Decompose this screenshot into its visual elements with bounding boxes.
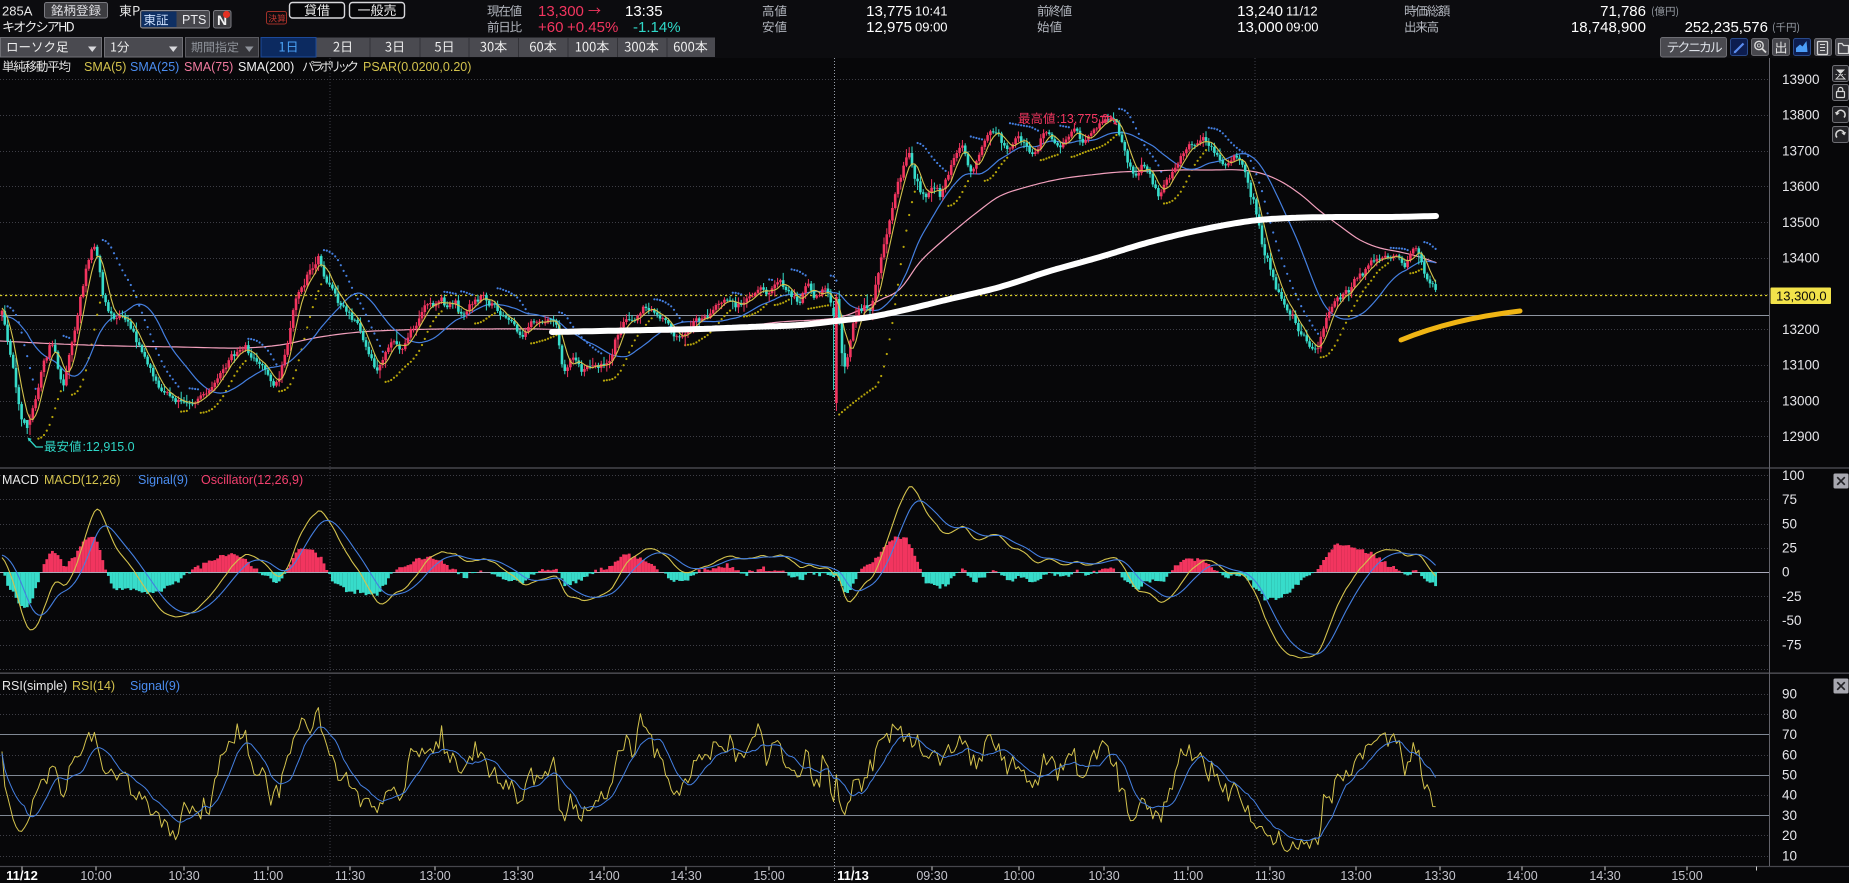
svg-text:PSAR(0.0200,0.20): PSAR(0.0200,0.20)	[363, 60, 471, 74]
svg-text:80: 80	[1782, 707, 1797, 722]
svg-text:13,240: 13,240	[1237, 3, 1283, 20]
svg-text:10:00: 10:00	[1003, 869, 1034, 883]
svg-text:Signal(9): Signal(9)	[138, 473, 188, 487]
svg-text:SMA(200): SMA(200)	[238, 60, 294, 74]
svg-text:-1.14%: -1.14%	[633, 19, 681, 36]
svg-text:PTS: PTS	[182, 13, 206, 27]
svg-text:SMA(75): SMA(75)	[184, 60, 233, 74]
svg-text:-75: -75	[1782, 637, 1802, 652]
svg-text:13400: 13400	[1782, 251, 1820, 266]
svg-text:71,786: 71,786	[1600, 3, 1646, 20]
svg-text:13:00: 13:00	[1340, 869, 1371, 883]
svg-text:12,975: 12,975	[866, 19, 912, 36]
svg-text:13,300.0: 13,300.0	[1776, 289, 1827, 304]
svg-text:10:41: 10:41	[915, 4, 948, 19]
svg-text:SMA(5): SMA(5)	[84, 60, 126, 74]
svg-text:70: 70	[1782, 727, 1797, 742]
svg-text:90: 90	[1782, 687, 1797, 702]
svg-text:14:00: 14:00	[1506, 869, 1537, 883]
svg-text:0: 0	[1782, 565, 1790, 580]
svg-text:40: 40	[1782, 788, 1797, 803]
svg-text:14:30: 14:30	[670, 869, 701, 883]
svg-text:25: 25	[1782, 541, 1797, 556]
svg-text:11:00: 11:00	[1173, 869, 1203, 883]
svg-text:13800: 13800	[1782, 108, 1820, 123]
svg-text:13000: 13000	[1782, 393, 1820, 408]
svg-text:100: 100	[1782, 468, 1805, 483]
svg-text:MACD: MACD	[2, 473, 39, 487]
svg-text:13500: 13500	[1782, 215, 1820, 230]
svg-text:13,300: 13,300	[538, 3, 584, 20]
svg-text:18,748,900: 18,748,900	[1571, 19, 1646, 36]
svg-text:11:30: 11:30	[335, 869, 365, 883]
svg-text:285A: 285A	[2, 4, 33, 19]
svg-text:11:30: 11:30	[1255, 869, 1285, 883]
svg-text:10: 10	[1782, 848, 1797, 863]
svg-text:MACD(12,26): MACD(12,26)	[44, 473, 120, 487]
svg-text:-50: -50	[1782, 613, 1802, 628]
svg-text:09:00: 09:00	[915, 20, 948, 35]
svg-text:09:00: 09:00	[1286, 20, 1319, 35]
svg-text:20: 20	[1782, 828, 1797, 843]
svg-text:14:30: 14:30	[1589, 869, 1620, 883]
svg-text:13:30: 13:30	[1424, 869, 1455, 883]
svg-text:252,235,576: 252,235,576	[1685, 19, 1768, 36]
svg-text:13,000: 13,000	[1237, 19, 1283, 36]
svg-text:Signal(9): Signal(9)	[130, 679, 180, 693]
svg-text:15:00: 15:00	[1671, 869, 1702, 883]
svg-text:11/12: 11/12	[6, 868, 38, 883]
svg-text:10:30: 10:30	[1088, 869, 1119, 883]
svg-text:30: 30	[1782, 808, 1797, 823]
svg-text:13:30: 13:30	[502, 869, 533, 883]
svg-text::12,915.0: :12,915.0	[83, 440, 135, 454]
svg-text:13600: 13600	[1782, 179, 1820, 194]
svg-text:09:30: 09:30	[916, 869, 947, 883]
svg-text:RSI(simple): RSI(simple)	[2, 679, 67, 693]
svg-text:+0.45%: +0.45%	[567, 19, 618, 36]
svg-text:13100: 13100	[1782, 358, 1820, 373]
svg-text:15:00: 15:00	[753, 869, 784, 883]
svg-text:75: 75	[1782, 492, 1797, 507]
svg-text:14:00: 14:00	[588, 869, 619, 883]
svg-text:13:00: 13:00	[419, 869, 450, 883]
svg-text:13200: 13200	[1782, 322, 1820, 337]
svg-text:13900: 13900	[1782, 72, 1820, 87]
svg-text:-25: -25	[1782, 589, 1802, 604]
svg-text:13700: 13700	[1782, 143, 1820, 158]
svg-text:N: N	[217, 12, 227, 28]
svg-text:13,775: 13,775	[866, 3, 912, 20]
svg-text::13,775.0: :13,775.0	[1057, 112, 1109, 126]
svg-text:RSI(14): RSI(14)	[72, 679, 115, 693]
svg-text:Oscillator(12,26,9): Oscillator(12,26,9)	[201, 473, 303, 487]
svg-text:11/13: 11/13	[837, 868, 869, 883]
svg-text:50: 50	[1782, 516, 1797, 531]
svg-text:11/12: 11/12	[1286, 4, 1318, 19]
svg-text:12900: 12900	[1782, 429, 1820, 444]
svg-text:60: 60	[1782, 747, 1797, 762]
svg-text:10:30: 10:30	[168, 869, 199, 883]
svg-text:+60: +60	[538, 19, 563, 36]
svg-text:10:00: 10:00	[80, 869, 111, 883]
svg-text:50: 50	[1782, 768, 1797, 783]
svg-text:11:00: 11:00	[253, 869, 283, 883]
svg-text:SMA(25): SMA(25)	[130, 60, 179, 74]
svg-text:13:35: 13:35	[625, 3, 663, 20]
